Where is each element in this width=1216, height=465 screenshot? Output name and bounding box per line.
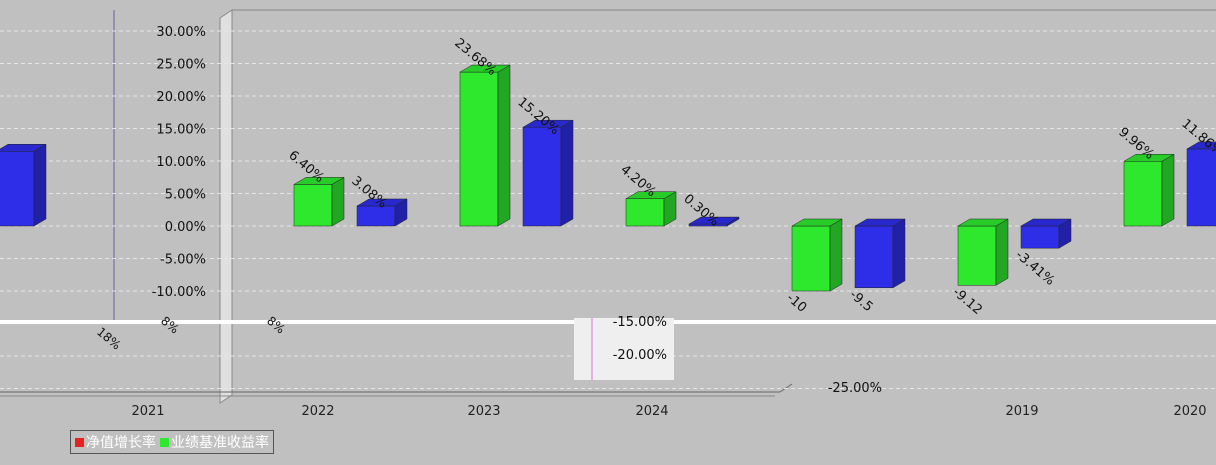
bar-series1	[0, 151, 35, 227]
bar-series0	[293, 184, 333, 227]
y-tick-label: -15.00%	[613, 315, 667, 330]
bar-series1-top	[356, 198, 408, 207]
x-tick-label: 2023	[467, 404, 500, 419]
bar-series0	[1123, 161, 1163, 227]
x-tick-label: 2020	[1173, 404, 1206, 419]
glitch-panel	[574, 318, 674, 380]
bar-series1-top	[0, 144, 47, 152]
bar-series1-top	[522, 119, 574, 128]
bar-series0-side	[995, 218, 1009, 286]
bar-series0	[957, 225, 997, 286]
y-tick-label: 5.00%	[165, 188, 206, 203]
bar-series0-top	[459, 64, 511, 73]
bar-series1-side	[33, 143, 47, 227]
y-tick-label: -5.00%	[160, 253, 206, 268]
bar-series1-top	[688, 216, 740, 225]
bar-series0-top	[1123, 154, 1175, 162]
label-fragment: 8%	[158, 314, 182, 337]
x-tick-label: 2022	[301, 404, 334, 419]
legend-swatch-green-icon	[160, 437, 169, 447]
bar-series0	[459, 71, 499, 227]
y-tick-label: -10.00%	[152, 285, 206, 300]
x-tick-label: 2024	[635, 404, 668, 419]
legend: 净值增长率 业绩基准收益率	[70, 430, 274, 454]
y-tick-label: -20.00%	[613, 348, 667, 363]
bar-series0-side	[331, 176, 345, 227]
y-tick-label: 30.00%	[156, 25, 206, 40]
legend-item-benchmark: 业绩基准收益率	[160, 432, 269, 452]
bar-series1	[1186, 148, 1216, 227]
bar-series0	[791, 225, 831, 292]
y-tick-label: 0.00%	[165, 220, 206, 235]
bar-series0-side	[829, 218, 843, 292]
bar-series1-top	[854, 218, 906, 227]
legend-item-net: 净值增长率	[75, 432, 156, 452]
bar-series1	[356, 205, 396, 227]
x-tick-label: 2019	[1005, 404, 1038, 419]
label-fragment: 18%	[94, 325, 123, 353]
bar-series1	[854, 225, 894, 288]
x-tick-label: 2021	[131, 404, 164, 419]
bar-series1-top	[1186, 141, 1216, 150]
bar-series0-top	[957, 218, 1009, 227]
legend-swatch-red-icon	[75, 437, 84, 447]
legend-label-benchmark: 业绩基准收益率	[171, 435, 269, 451]
bar-series0-side	[1161, 153, 1175, 227]
y-tick-label: 10.00%	[156, 155, 206, 170]
bar-series1	[522, 126, 562, 227]
bar-series1	[1020, 225, 1060, 249]
y-tick-label: 15.00%	[156, 123, 206, 138]
bar-series0-top	[625, 191, 677, 199]
bar-series0	[625, 198, 665, 227]
bar-series0-top	[293, 177, 345, 185]
y-tick-label: -25.00%	[828, 381, 882, 396]
legend-label-net: 净值增长率	[86, 435, 156, 451]
bar-series1-side	[560, 119, 574, 227]
bar-series1-top	[1020, 218, 1072, 227]
bar-series0-side	[497, 64, 511, 227]
y-tick-label: 20.00%	[156, 90, 206, 105]
bar-series1-side	[892, 218, 906, 289]
plot-side-wall	[219, 9, 233, 404]
y-tick-label: 25.00%	[156, 58, 206, 73]
bar-series0-top	[791, 218, 843, 227]
